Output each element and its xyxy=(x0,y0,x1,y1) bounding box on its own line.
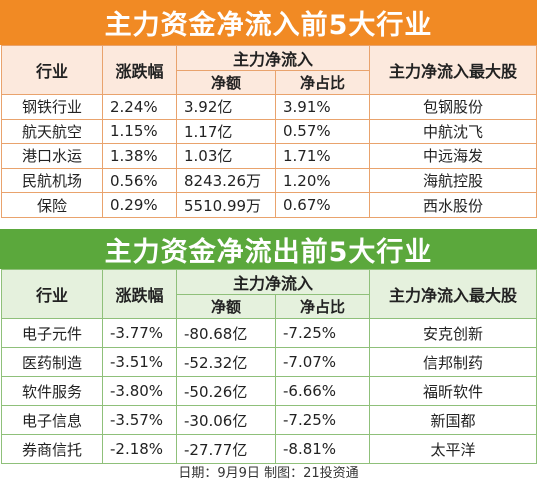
top-stock-cell: 中航沈飞 xyxy=(369,118,537,145)
amount-cell: 5510.99万 xyxy=(176,192,276,218)
ratio-cell: -7.07% xyxy=(274,347,371,377)
top-stock-cell: 新国都 xyxy=(369,405,537,435)
header-change: 涨跌幅 xyxy=(102,45,177,95)
inflow-header-row: 行业 涨跌幅 主力净流入 主力净流入最大股 xyxy=(1,45,537,95)
header-ratio: 净占比 xyxy=(274,70,371,95)
amount-cell: 8243.26万 xyxy=(176,167,276,194)
industry-cell: 电子元件 xyxy=(1,318,103,348)
amount-cell: -50.26亿 xyxy=(176,376,276,406)
amount-cell: -52.32亿 xyxy=(176,347,276,377)
outflow-rows: 电子元件 -3.77% -80.68亿 -7.25% 安克创新 医药制造 -3.51% -52… xyxy=(1,318,537,464)
table-row: 钢铁行业 2.24% 3.92亿 3.91% 包钢股份 xyxy=(1,94,537,120)
ratio-cell: 0.57% xyxy=(274,118,371,145)
amount-cell: 3.92亿 xyxy=(176,94,276,120)
change-cell: -3.80% xyxy=(102,376,177,406)
ratio-cell: -7.25% xyxy=(274,318,371,348)
table-row: 券商信托 -2.18% -27.77亿 -8.81% 太平洋 xyxy=(1,434,537,464)
ratio-cell: 3.91% xyxy=(274,94,371,120)
top-stock-cell: 安克创新 xyxy=(369,318,537,348)
industry-cell: 保险 xyxy=(1,192,103,218)
outflow-table: 行业 涨跌幅 主力净流入 主力净流入最大股 净额 净占比 电子元件 -3.77% -… xyxy=(1,269,537,464)
inflow-title: 主力资金净流入前5大行业 xyxy=(0,0,537,45)
table-row: 航天航空 1.15% 1.17亿 0.57% 中航沈飞 xyxy=(1,118,537,145)
ratio-cell: 1.20% xyxy=(274,167,371,194)
header-main-flow: 主力净流入 xyxy=(175,45,371,71)
inflow-table: 行业 涨跌幅 主力净流入 主力净流入最大股 净额 净占比 钢铁行业 2.24% 3.… xyxy=(1,45,537,218)
ratio-cell: 0.67% xyxy=(274,192,371,218)
top-stock-cell: 太平洋 xyxy=(369,434,537,464)
amount-cell: -30.06亿 xyxy=(176,405,276,435)
header-main-flow: 主力净流入 xyxy=(175,269,371,295)
ratio-cell: -8.81% xyxy=(274,434,371,464)
footer-credit: 日期：9月9日 制图：21投资通 xyxy=(178,466,359,481)
change-cell: 0.56% xyxy=(102,167,177,194)
ratio-cell: -6.66% xyxy=(274,376,371,406)
top-stock-cell: 福昕软件 xyxy=(369,376,537,406)
industry-cell: 民航机场 xyxy=(1,167,103,194)
ratio-cell: 1.71% xyxy=(274,143,371,169)
outflow-header-row: 行业 涨跌幅 主力净流入 主力净流入最大股 xyxy=(1,269,537,319)
change-cell: -3.57% xyxy=(102,405,177,435)
industry-cell: 软件服务 xyxy=(1,376,103,406)
industry-cell: 医药制造 xyxy=(1,347,103,377)
industry-cell: 钢铁行业 xyxy=(1,94,103,120)
ratio-cell: -7.25% xyxy=(274,405,371,435)
amount-cell: -80.68亿 xyxy=(176,318,276,348)
change-cell: -3.77% xyxy=(102,318,177,348)
top-stock-cell: 西水股份 xyxy=(369,192,537,218)
table-row: 港口水运 1.38% 1.03亿 1.71% 中远海发 xyxy=(1,143,537,169)
header-amount: 净额 xyxy=(176,70,276,95)
change-cell: 1.15% xyxy=(102,118,177,145)
industry-cell: 航天航空 xyxy=(1,118,103,145)
change-cell: 1.38% xyxy=(102,143,177,169)
inflow-rows: 钢铁行业 2.24% 3.92亿 3.91% 包钢股份 航天航空 1.15% 1.17亿 0.5… xyxy=(1,94,537,218)
top-stock-cell: 海航控股 xyxy=(369,167,537,194)
header-top-stock: 主力净流入最大股 xyxy=(369,45,537,95)
amount-cell: -27.77亿 xyxy=(176,434,276,464)
top-stock-cell: 信邦制药 xyxy=(369,347,537,377)
header-industry: 行业 xyxy=(1,45,103,95)
top-stock-cell: 中远海发 xyxy=(369,143,537,169)
table-row: 医药制造 -3.51% -52.32亿 -7.07% 信邦制药 xyxy=(1,347,537,377)
header-ratio: 净占比 xyxy=(274,294,371,319)
table-row: 电子元件 -3.77% -80.68亿 -7.25% 安克创新 xyxy=(1,318,537,348)
outflow-title: 主力资金净流出前5大行业 xyxy=(0,229,537,269)
change-cell: -2.18% xyxy=(102,434,177,464)
header-amount: 净额 xyxy=(176,294,276,319)
header-industry: 行业 xyxy=(1,269,103,319)
table-row: 民航机场 0.56% 8243.26万 1.20% 海航控股 xyxy=(1,167,537,194)
header-top-stock: 主力净流入最大股 xyxy=(369,269,537,319)
table-row: 保险 0.29% 5510.99万 0.67% 西水股份 xyxy=(1,192,537,218)
change-cell: 2.24% xyxy=(102,94,177,120)
amount-cell: 1.17亿 xyxy=(176,118,276,145)
industry-cell: 电子信息 xyxy=(1,405,103,435)
header-change: 涨跌幅 xyxy=(102,269,177,319)
amount-cell: 1.03亿 xyxy=(176,143,276,169)
industry-cell: 港口水运 xyxy=(1,143,103,169)
top-stock-cell: 包钢股份 xyxy=(369,94,537,120)
table-row: 软件服务 -3.80% -50.26亿 -6.66% 福昕软件 xyxy=(1,376,537,406)
change-cell: -3.51% xyxy=(102,347,177,377)
change-cell: 0.29% xyxy=(102,192,177,218)
table-row: 电子信息 -3.57% -30.06亿 -7.25% 新国都 xyxy=(1,405,537,435)
